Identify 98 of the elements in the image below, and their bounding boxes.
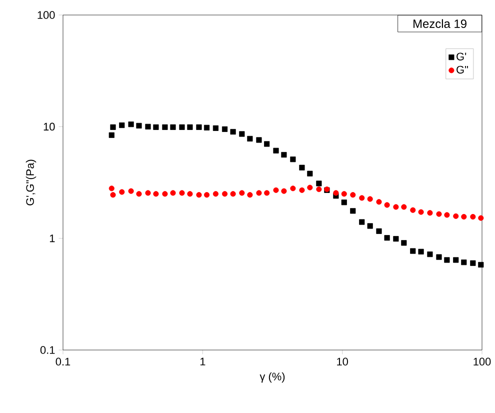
annotation: Mezcla 19 [414, 19, 466, 28]
point [128, 188, 134, 194]
x-tick-label: 100 [474, 358, 491, 366]
x-tick-label: 10 [337, 358, 348, 366]
point [444, 212, 450, 218]
point [110, 192, 116, 198]
point [256, 137, 262, 143]
point [187, 124, 193, 130]
point [239, 131, 245, 137]
point [222, 191, 228, 197]
point [401, 240, 407, 246]
point [264, 190, 270, 196]
point [247, 136, 253, 142]
point [444, 257, 450, 263]
point [436, 254, 442, 260]
point [230, 128, 236, 135]
point [273, 148, 279, 154]
point [401, 204, 407, 210]
point [162, 124, 168, 130]
point [453, 257, 459, 263]
point [316, 186, 322, 192]
y-tick-label: 10 [44, 122, 55, 131]
point [427, 210, 433, 216]
point [264, 141, 270, 147]
point [418, 248, 424, 254]
point [418, 209, 424, 215]
point [376, 199, 382, 205]
point [247, 192, 253, 198]
point [461, 214, 467, 220]
point [350, 192, 356, 198]
point [153, 191, 159, 197]
x-tick-label: 0.1 [56, 358, 70, 366]
point [110, 124, 116, 130]
point [470, 260, 476, 266]
point [170, 190, 176, 196]
point [179, 190, 185, 196]
point [410, 207, 416, 213]
point [307, 184, 313, 190]
point [376, 228, 382, 234]
point [145, 190, 151, 196]
point [478, 262, 484, 268]
legend-label: G" [456, 66, 468, 74]
point [307, 170, 313, 176]
point [359, 195, 365, 201]
point [299, 187, 305, 193]
point [470, 214, 476, 220]
point [212, 191, 219, 197]
point [136, 122, 142, 128]
point [359, 219, 365, 225]
legend-label: G' [456, 52, 466, 60]
point [145, 124, 151, 130]
point [212, 125, 219, 131]
point [341, 200, 347, 206]
point [461, 260, 467, 266]
point [427, 251, 433, 258]
y-axis-title: G',G"(Pa) [26, 160, 36, 206]
point [341, 191, 347, 197]
point [230, 191, 236, 197]
point [256, 190, 262, 196]
y-tick-label: 100 [38, 11, 55, 19]
point [393, 236, 399, 242]
point [367, 196, 373, 202]
point [179, 124, 185, 130]
point [204, 124, 210, 130]
point [453, 213, 459, 219]
point [153, 124, 159, 130]
point [136, 191, 142, 197]
point [350, 208, 356, 214]
y-tick-label: 1 [50, 234, 55, 242]
point [162, 191, 168, 197]
point [367, 223, 373, 229]
point [333, 190, 339, 196]
point [393, 204, 399, 210]
x-tick-label: 1 [200, 358, 206, 366]
point [316, 180, 322, 186]
point [187, 191, 193, 197]
point [196, 124, 202, 130]
point [384, 235, 390, 241]
point [170, 124, 176, 130]
point [128, 122, 134, 128]
point [410, 248, 416, 254]
point [290, 186, 296, 192]
point [290, 156, 296, 162]
point [299, 164, 305, 170]
point [239, 190, 245, 196]
x-axis-title: γ (%) [260, 372, 285, 383]
point [222, 126, 228, 132]
point [436, 211, 442, 217]
point [281, 152, 287, 158]
point [196, 192, 202, 198]
point [119, 122, 125, 128]
point [204, 192, 210, 198]
point [478, 215, 484, 221]
point [119, 189, 125, 195]
y-tick-label: 0.1 [40, 346, 55, 354]
point [281, 188, 287, 194]
point [273, 187, 279, 193]
point [384, 202, 390, 208]
